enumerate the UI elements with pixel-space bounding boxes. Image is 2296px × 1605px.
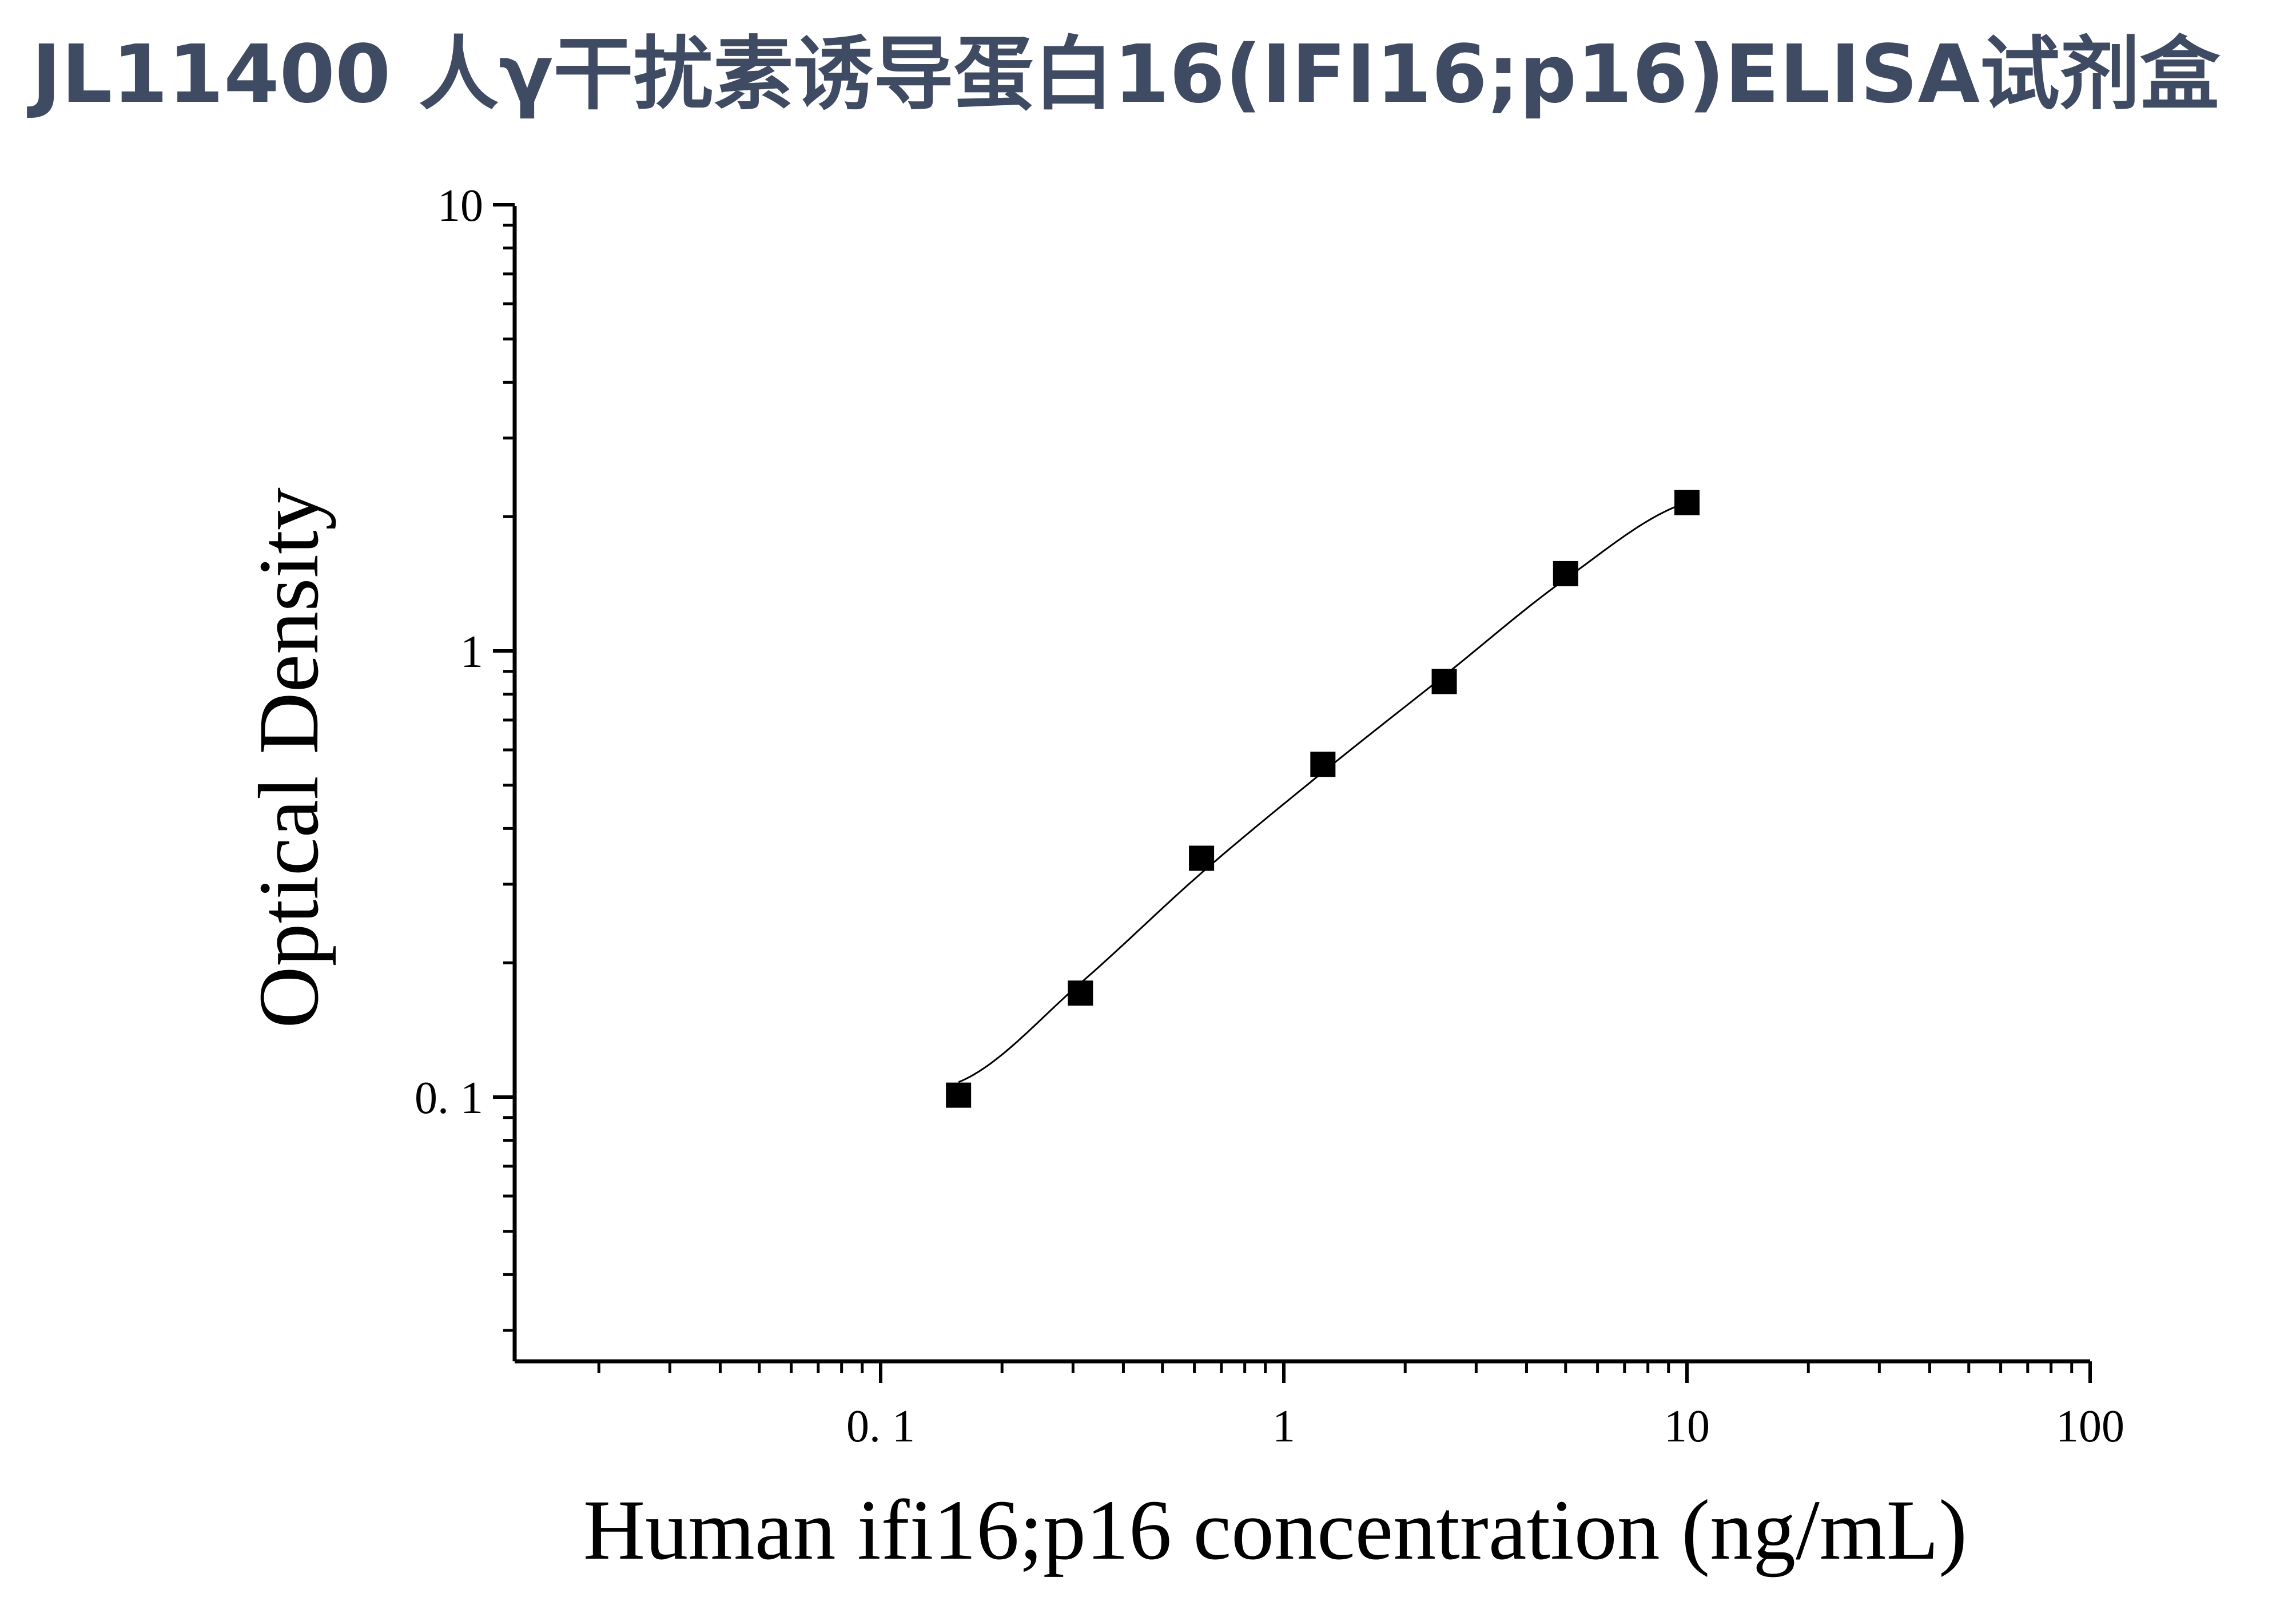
chart-title: JL11400 人γ干扰素诱导蛋白16(IFI16;p16)ELISA试剂盒 bbox=[27, 28, 2221, 121]
x-tick-label: 100 bbox=[2056, 1401, 2124, 1452]
y-axis-label: Optical Density bbox=[241, 487, 336, 1028]
y-tick-label: 1 bbox=[460, 627, 483, 677]
x-tick-label: 10 bbox=[1664, 1401, 1710, 1452]
data-point bbox=[946, 1082, 972, 1108]
data-point bbox=[1431, 669, 1457, 694]
data-point bbox=[1189, 845, 1215, 871]
data-point bbox=[1068, 980, 1093, 1006]
data-point bbox=[1553, 561, 1578, 586]
plot-area: 0. 1 1 10 100 0. 1 1 10 bbox=[415, 181, 2124, 1452]
y-tick-label: 10 bbox=[437, 181, 483, 231]
data-point bbox=[1310, 752, 1336, 777]
x-tick-label: 1 bbox=[1272, 1401, 1295, 1452]
x-tick-label: 0. 1 bbox=[846, 1401, 915, 1452]
data-point bbox=[1674, 490, 1700, 515]
x-axis-label: Human ifi16;p16 concentration (ng/mL) bbox=[583, 1483, 1967, 1578]
y-tick-label: 0. 1 bbox=[415, 1073, 483, 1123]
